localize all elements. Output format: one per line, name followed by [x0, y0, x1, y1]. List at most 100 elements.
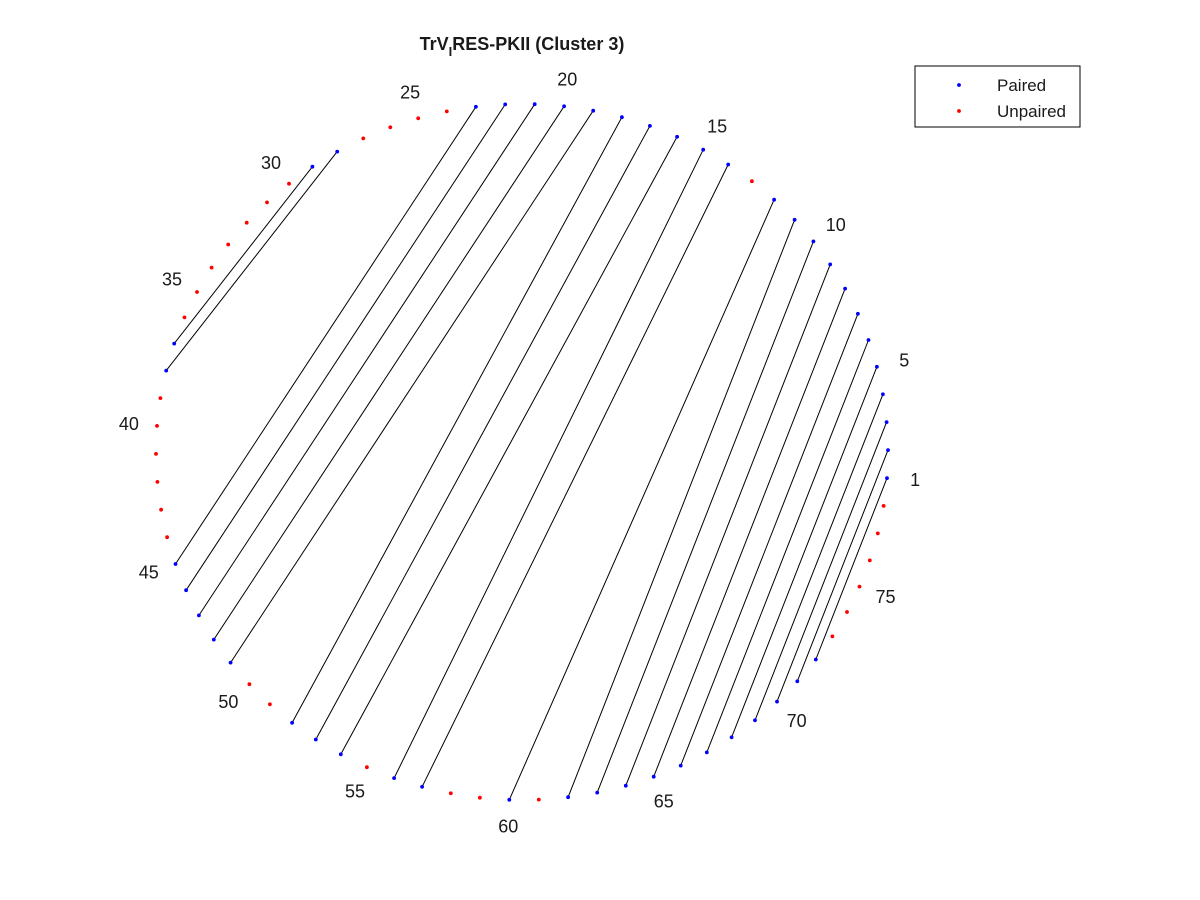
pair-chord-1-72 [815, 477, 888, 660]
paired-point-52 [290, 720, 294, 725]
unpaired-point-51 [268, 702, 272, 707]
unpaired-point-50 [247, 682, 252, 687]
unpaired-point-58 [448, 791, 453, 796]
title-main: TrV [420, 34, 449, 54]
paired-point-7 [856, 311, 860, 316]
unpaired-point-78 [881, 504, 886, 508]
unpaired-point-41 [154, 452, 158, 456]
legend-paired-marker [957, 83, 961, 87]
pair-chord-20-48 [213, 106, 565, 640]
paired-point-12 [772, 197, 776, 202]
paired-point-63 [595, 790, 600, 795]
unpaired-point-26 [388, 125, 393, 130]
legend-unpaired-label: Unpaired [997, 102, 1066, 121]
pair-chord-5-68 [731, 366, 878, 738]
position-label-75: 75 [875, 587, 895, 607]
paired-point-23 [474, 104, 478, 109]
paired-point-64 [623, 783, 628, 788]
unpaired-point-73 [830, 634, 835, 639]
unpaired-point-43 [159, 507, 164, 512]
pair-chord-17-53 [315, 125, 651, 740]
pair-chord-3-70 [776, 421, 888, 702]
unpaired-point-32 [244, 220, 249, 225]
paired-point-46 [184, 588, 189, 593]
position-label-35: 35 [162, 270, 182, 290]
paired-point-16 [675, 134, 679, 139]
pair-chord-11-62 [567, 219, 796, 798]
position-label-40: 40 [119, 414, 139, 434]
position-label-50: 50 [218, 692, 238, 712]
paired-point-4 [881, 392, 885, 397]
paired-point-6 [866, 338, 871, 342]
paired-point-72 [813, 657, 818, 662]
paired-point-70 [775, 699, 779, 704]
unpaired-point-24 [444, 109, 449, 114]
legend-unpaired-marker [957, 109, 961, 113]
paired-point-15 [701, 147, 706, 152]
paired-point-71 [795, 679, 800, 684]
position-label-5: 5 [899, 350, 909, 370]
position-label-1: 1 [910, 470, 920, 490]
pair-chords [165, 103, 889, 801]
paired-point-65 [651, 774, 656, 779]
paired-point-53 [313, 737, 318, 742]
unpaired-point-44 [165, 535, 170, 540]
pair-chord-15-56 [393, 149, 704, 779]
unpaired-point-35 [195, 290, 199, 294]
position-label-15: 15 [707, 116, 727, 136]
pair-chord-9-64 [625, 264, 831, 786]
unpaired-point-42 [155, 480, 160, 484]
pair-chord-4-69 [754, 394, 884, 721]
unpaired-point-33 [226, 242, 231, 247]
paired-point-8 [843, 286, 847, 291]
legend-box [914, 65, 1081, 128]
unpaired-point-77 [875, 531, 880, 536]
paired-point-18 [620, 115, 624, 120]
pair-chord-16-54 [340, 136, 678, 755]
position-label-55: 55 [345, 782, 365, 802]
paired-point-17 [648, 124, 652, 128]
pair-chord-21-47 [198, 103, 536, 616]
unpaired-point-75 [857, 584, 862, 589]
legend: Paired Unpaired [914, 65, 1081, 128]
unpaired-point-74 [845, 610, 849, 614]
position-label-70: 70 [787, 711, 807, 731]
unpaired-point-30 [287, 181, 291, 186]
paired-point-66 [678, 763, 683, 768]
pair-chord-29-37 [173, 166, 313, 344]
paired-point-29 [310, 164, 315, 169]
paired-point-9 [828, 262, 833, 267]
pair-chord-12-60 [508, 199, 775, 801]
title-rest: RES-PKII (Cluster 3) [452, 34, 624, 54]
paired-point-21 [532, 102, 537, 107]
position-label-65: 65 [654, 792, 674, 812]
unpaired-point-34 [209, 265, 214, 270]
paired-point-45 [173, 562, 178, 566]
unpaired-point-40 [155, 424, 159, 428]
paired-point-14 [726, 162, 731, 167]
pair-chord-7-66 [680, 313, 859, 766]
pair-chord-8-65 [653, 288, 846, 777]
paired-point-28 [335, 149, 340, 154]
position-label-10: 10 [826, 215, 846, 235]
paired-point-54 [338, 752, 343, 757]
pair-chord-6-67 [706, 339, 869, 753]
unpaired-point-36 [182, 315, 187, 320]
unpaired-point-25 [416, 116, 421, 121]
paired-point-47 [197, 613, 201, 618]
pair-chord-18-52 [291, 116, 623, 724]
position-label-45: 45 [139, 563, 159, 583]
pair-chord-14-57 [421, 164, 729, 788]
pair-chord-22-46 [185, 104, 506, 591]
paired-point-37 [172, 341, 177, 346]
paired-point-56 [392, 776, 396, 780]
paired-point-19 [591, 108, 596, 113]
pair-chord-2-71 [796, 449, 889, 682]
position-label-25: 25 [400, 83, 420, 103]
paired-point-22 [503, 102, 508, 107]
paired-point-49 [228, 660, 233, 665]
unpaired-point-59 [478, 795, 482, 800]
unpaired-point-61 [536, 797, 541, 802]
paired-point-1 [885, 476, 889, 480]
